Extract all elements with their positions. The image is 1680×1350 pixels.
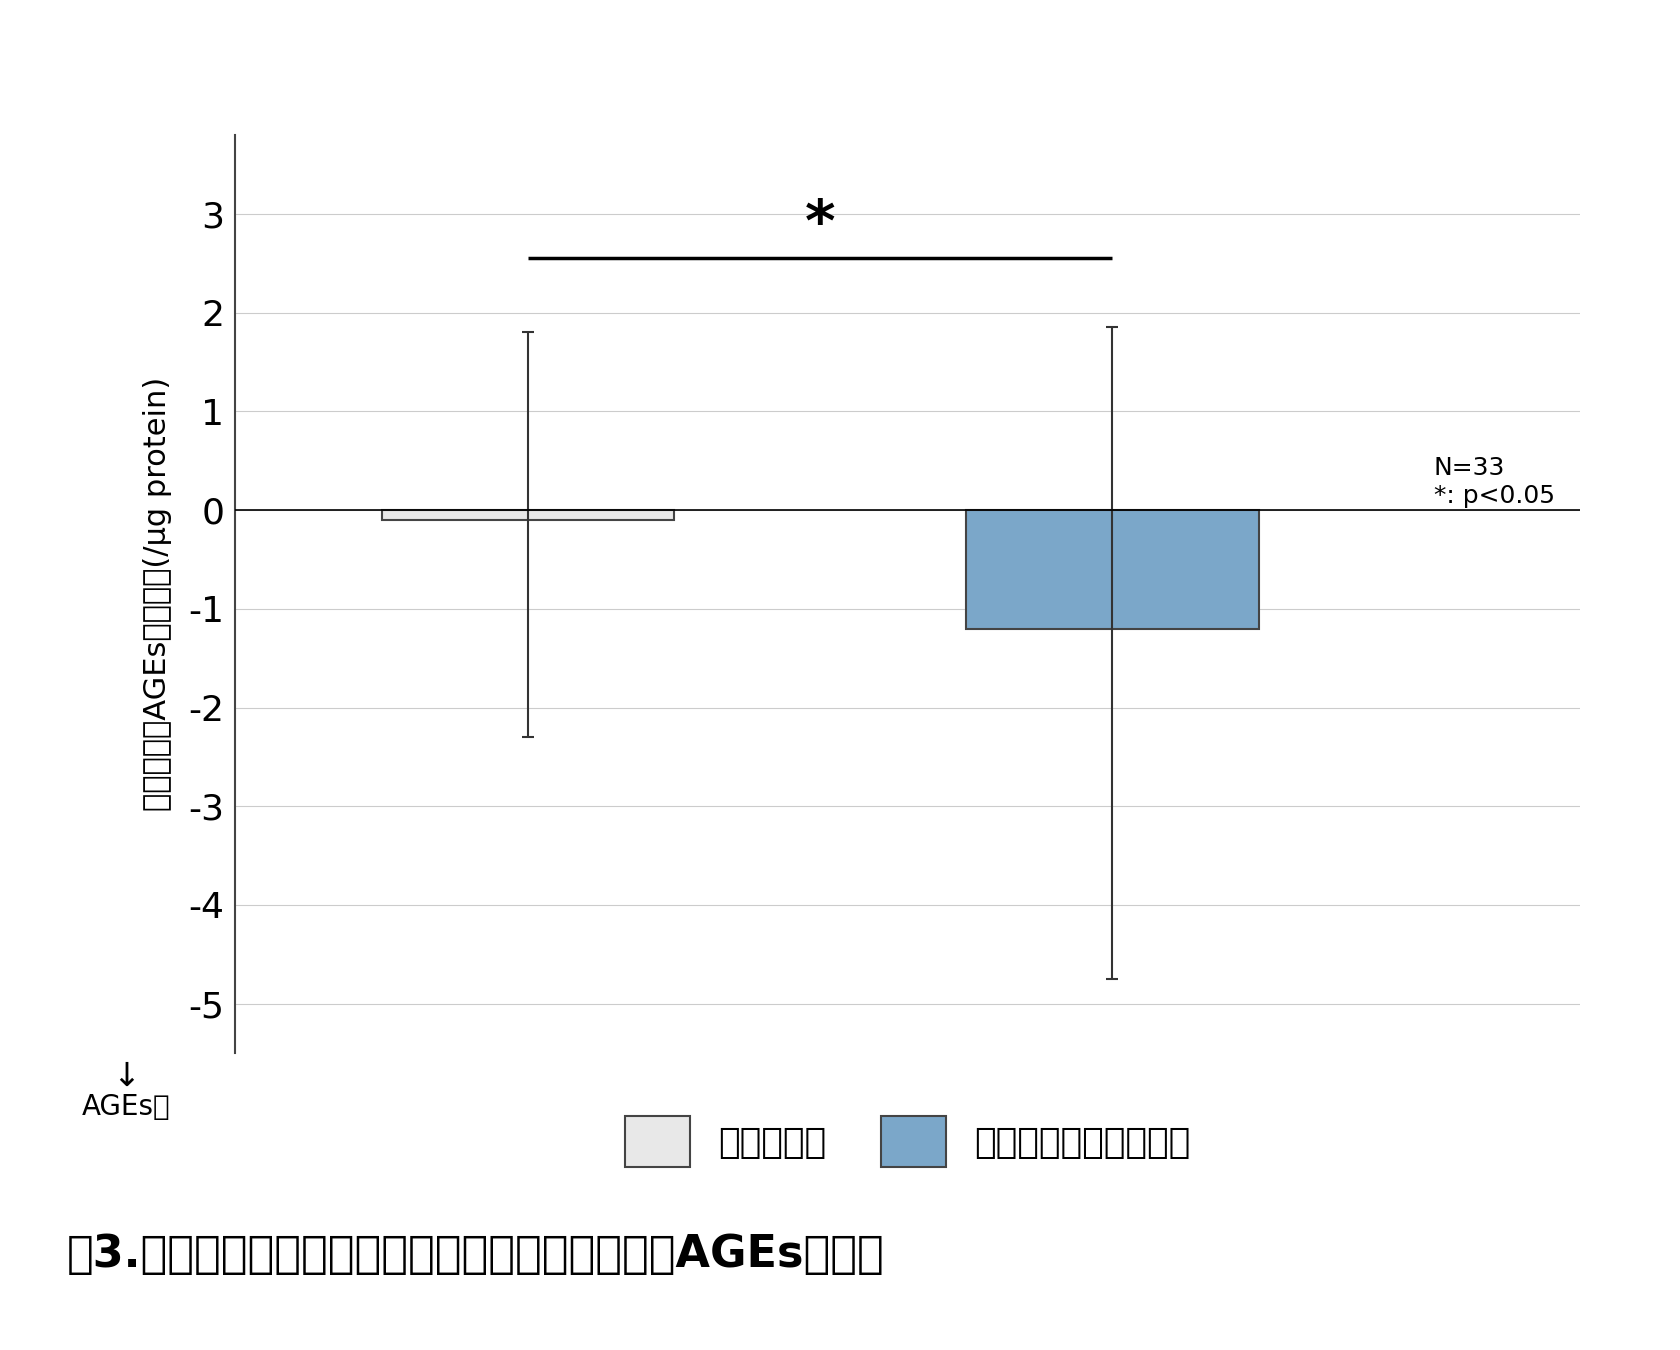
Y-axis label: 角層蛍光性AGEsの変化量(/μg protein): 角層蛍光性AGEsの変化量(/μg protein) (143, 377, 171, 811)
Text: N=33
*: p<0.05: N=33 *: p<0.05 (1433, 456, 1554, 508)
Text: 図3.植物エキス混合物連用による、角層の蛍光性AGEsの変化: 図3.植物エキス混合物連用による、角層の蛍光性AGEsの変化 (67, 1233, 884, 1276)
Text: AGEs減: AGEs減 (82, 1094, 170, 1122)
Bar (966, 510, 1258, 629)
Legend: エキスなし, 植物エキス混合物あり: エキスなし, 植物エキス混合物あり (610, 1102, 1205, 1181)
Bar (381, 510, 674, 520)
Text: *: * (805, 197, 835, 254)
Text: ↓: ↓ (113, 1060, 139, 1092)
